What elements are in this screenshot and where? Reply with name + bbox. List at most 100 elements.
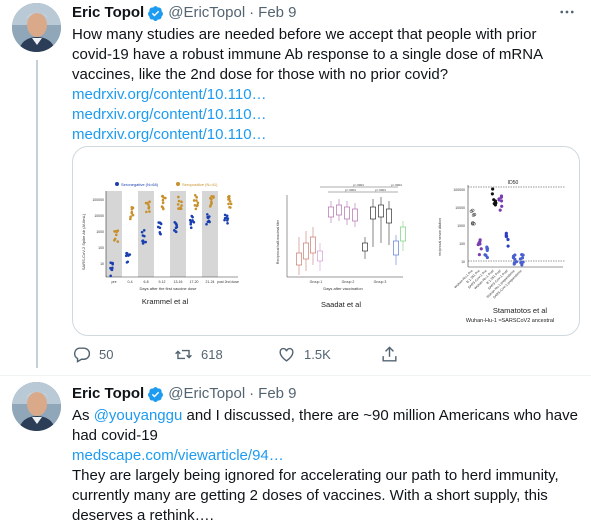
id50-point bbox=[485, 246, 490, 251]
tweet[interactable]: Eric Topol @EricTopol · Feb 9 How many s… bbox=[0, 0, 591, 375]
tweet-media-image[interactable]: Seronegative (N=68) Seropositive (N=41) … bbox=[72, 146, 580, 336]
seropositive-point bbox=[227, 202, 230, 206]
svg-text:10: 10 bbox=[461, 260, 465, 264]
seropositive-point bbox=[162, 196, 165, 199]
id50-point bbox=[479, 247, 483, 251]
id50-point bbox=[490, 192, 495, 196]
medrxiv-link-3[interactable]: medrxiv.org/content/10.110… bbox=[72, 126, 267, 143]
seropositive-point bbox=[147, 203, 150, 206]
stamatotos-chart: ID50 reciprocal serum dilution 100000 10… bbox=[438, 180, 565, 324]
author-name[interactable]: Eric Topol bbox=[72, 4, 145, 21]
tweet-date[interactable]: Feb 9 bbox=[258, 4, 297, 21]
thread-connector-line bbox=[36, 60, 38, 368]
svg-text:1000: 1000 bbox=[457, 224, 465, 228]
svg-text:p<.0001: p<.0001 bbox=[353, 183, 364, 187]
tweet-date[interactable]: Feb 9 bbox=[258, 385, 297, 402]
tweet[interactable]: Eric Topol @EricTopol · Feb 9 As @youyan… bbox=[0, 375, 591, 528]
seropositive-point bbox=[113, 237, 117, 241]
share-icon bbox=[382, 345, 397, 362]
id50-point bbox=[500, 204, 504, 208]
seronegative-point bbox=[207, 219, 211, 223]
author-handle[interactable]: @EricTopol bbox=[168, 385, 246, 402]
seropositive-point bbox=[193, 194, 197, 197]
id50-point bbox=[498, 208, 502, 212]
seropositive-point bbox=[177, 199, 181, 203]
medscape-link[interactable]: medscape.com/viewarticle/94… bbox=[72, 447, 284, 464]
seronegative-point bbox=[158, 231, 162, 234]
svg-text:Group 3: Group 3 bbox=[374, 280, 387, 284]
id50-point bbox=[506, 244, 510, 248]
medrxiv-link-1[interactable]: medrxiv.org/content/10.110… bbox=[72, 86, 267, 103]
like-button[interactable]: 1.5K bbox=[277, 344, 331, 364]
svg-text:Group 2: Group 2 bbox=[342, 280, 355, 284]
author-name[interactable]: Eric Topol bbox=[72, 385, 145, 402]
svg-text:17-20: 17-20 bbox=[190, 280, 199, 284]
seronegative-point bbox=[174, 226, 178, 230]
legend-seronegative: Seronegative (N=68) bbox=[121, 182, 159, 187]
seronegative-point bbox=[206, 216, 210, 220]
id50-point bbox=[499, 195, 504, 199]
medrxiv-link-2[interactable]: medrxiv.org/content/10.110… bbox=[72, 106, 267, 123]
stamatotos-caption: Stamatotos et al bbox=[493, 306, 548, 315]
seronegative-point bbox=[189, 221, 193, 224]
id50-point bbox=[492, 201, 496, 206]
id50-point bbox=[513, 257, 517, 261]
seropositive-point bbox=[227, 198, 230, 201]
seropositive-point bbox=[196, 201, 200, 205]
box bbox=[328, 206, 334, 218]
avatar[interactable] bbox=[12, 3, 61, 52]
seronegative-point bbox=[191, 215, 194, 219]
svg-text:13-16: 13-16 bbox=[174, 280, 183, 284]
svg-text:p<.0001: p<.0001 bbox=[345, 188, 356, 192]
box bbox=[378, 204, 384, 218]
seronegative-point bbox=[188, 218, 192, 222]
seropositive-point bbox=[227, 194, 231, 198]
seropositive-point bbox=[145, 210, 148, 214]
box bbox=[344, 206, 350, 220]
text-after-mention: and I discussed, there are ~90 million A… bbox=[182, 407, 578, 424]
share-button[interactable] bbox=[380, 344, 407, 364]
svg-text:pre: pre bbox=[111, 280, 116, 284]
seropositive-point bbox=[210, 197, 213, 201]
seronegative-point bbox=[124, 254, 128, 258]
saadat-caption: Saadat et al bbox=[321, 300, 361, 309]
author-handle[interactable]: @EricTopol bbox=[168, 4, 246, 21]
id50-point bbox=[512, 261, 517, 265]
id50-point bbox=[506, 237, 510, 242]
svg-text:21-24: 21-24 bbox=[206, 280, 215, 284]
svg-text:9-12: 9-12 bbox=[158, 280, 165, 284]
stamatotos-subcaption: Wuhan-Hu-1 ≈SARSCoV2 ancestral bbox=[466, 318, 554, 324]
id50-point bbox=[513, 253, 517, 257]
avatar[interactable] bbox=[12, 382, 61, 431]
seronegative-point bbox=[226, 219, 229, 222]
seropositive-point bbox=[116, 240, 120, 243]
seronegative-point bbox=[126, 260, 130, 264]
seropositive-point bbox=[180, 204, 183, 207]
id50-point bbox=[520, 252, 524, 257]
reply-button[interactable]: 50 bbox=[72, 344, 113, 364]
svg-text:p<.0001: p<.0001 bbox=[391, 183, 402, 187]
more-options-icon[interactable] bbox=[557, 3, 577, 23]
box bbox=[303, 242, 309, 260]
seropositive-point bbox=[131, 213, 135, 217]
box bbox=[336, 204, 342, 216]
tweet-text-line: deserves a rethink…. bbox=[72, 507, 214, 524]
seronegative-point bbox=[205, 222, 208, 226]
mention-link[interactable]: @youyanggu bbox=[93, 407, 183, 424]
svg-text:100000: 100000 bbox=[92, 198, 104, 202]
seronegative-point bbox=[109, 261, 113, 265]
seropositive-point bbox=[144, 201, 148, 205]
seropositive-point bbox=[180, 200, 183, 204]
saadat-xlabel: Days after vaccination bbox=[323, 286, 362, 291]
retweet-button[interactable]: 618 bbox=[174, 344, 223, 364]
stamatotos-title: ID50 bbox=[508, 180, 519, 186]
seropositive-point bbox=[161, 201, 165, 205]
seronegative-point bbox=[206, 213, 209, 216]
seropositive-point bbox=[114, 233, 118, 237]
box bbox=[317, 250, 323, 262]
seronegative-point bbox=[142, 229, 146, 232]
seronegative-point bbox=[189, 226, 193, 230]
text-prefix: As bbox=[72, 407, 94, 424]
tweet-text: How many studies are needed before we ac… bbox=[72, 25, 581, 145]
legend-seropositive: Seropositive (N=41) bbox=[182, 182, 218, 187]
